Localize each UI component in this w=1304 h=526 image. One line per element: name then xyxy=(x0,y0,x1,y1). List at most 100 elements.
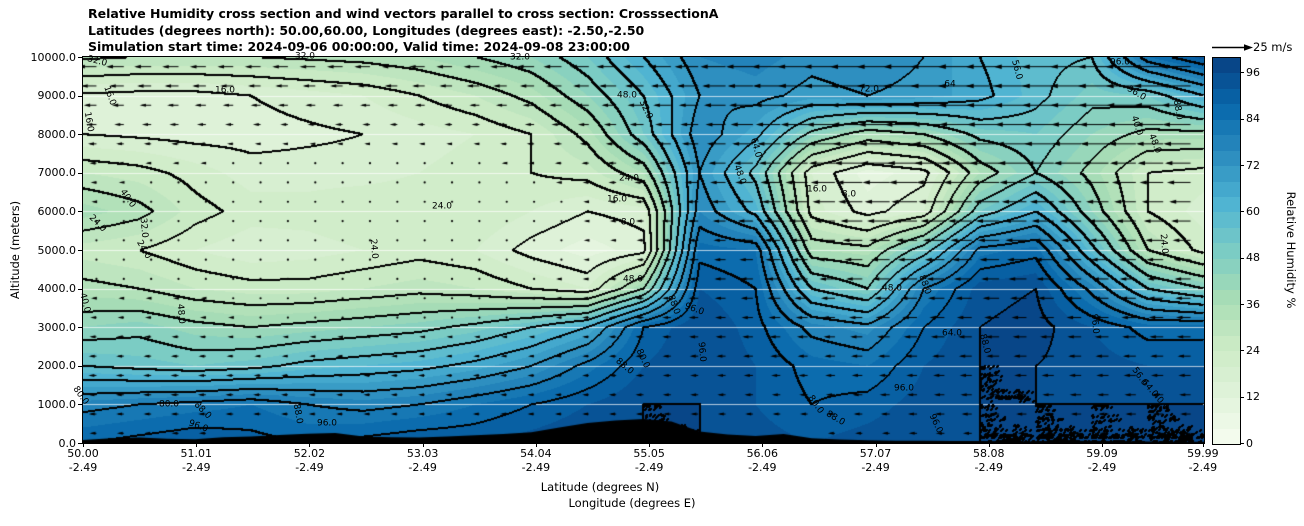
colorbar-segment xyxy=(1213,58,1240,74)
x-tick-longitude: -2.49 xyxy=(748,461,777,474)
colorbar-segment xyxy=(1213,196,1240,213)
y-tick-mark xyxy=(78,443,82,444)
colorbar-tick-label: 24 xyxy=(1246,343,1260,357)
y-tick-label: 3000.0 xyxy=(37,320,77,334)
y-tick-label: 5000.0 xyxy=(37,243,77,257)
x-tick-longitude: -2.49 xyxy=(634,461,664,474)
colorbar-segment xyxy=(1213,382,1240,398)
colorbar-segment xyxy=(1213,274,1240,290)
colorbar xyxy=(1212,57,1241,445)
y-tick-label: 6000.0 xyxy=(37,204,77,218)
x-tick-latitude: 51.01 xyxy=(180,447,212,460)
y-tick-label: 2000.0 xyxy=(37,359,77,373)
colorbar-segment xyxy=(1213,335,1240,352)
colorbar-tick-label: 12 xyxy=(1246,390,1260,404)
colorbar-segment xyxy=(1213,305,1240,321)
x-tick-latitude: 56.06 xyxy=(746,447,779,460)
x-tick-label: 52.02 -2.49 xyxy=(277,447,341,475)
x-tick-latitude: 59.99 xyxy=(1187,447,1219,460)
colorbar-tick-mark xyxy=(1240,304,1244,306)
x-tick-longitude: -2.49 xyxy=(295,461,324,474)
colorbar-segment xyxy=(1213,119,1240,136)
colorbar-segment xyxy=(1213,413,1240,429)
x-tick-mark xyxy=(196,443,198,447)
colorbar-tick-mark xyxy=(1240,443,1244,444)
x-tick-mark xyxy=(535,443,537,447)
figure-title-line1: Relative Humidity cross section and wind… xyxy=(88,6,719,21)
x-tick-latitude: 57.07 xyxy=(859,447,892,460)
y-tick-label: 1000.0 xyxy=(37,397,77,411)
colorbar-tick-label: 0 xyxy=(1246,436,1253,450)
wind-legend-label: 25 m/s xyxy=(1253,40,1293,54)
x-tick-mark xyxy=(83,443,84,447)
colorbar-tick-label: 36 xyxy=(1246,297,1260,311)
x-tick-longitude: -2.49 xyxy=(974,461,1003,474)
colorbar-tick-mark xyxy=(1240,165,1244,167)
x-tick-longitude: -2.49 xyxy=(1087,461,1117,474)
x-tick-latitude: 52.02 xyxy=(293,447,326,460)
x-axis-title-longitude: Longitude (degrees E) xyxy=(568,496,696,510)
x-tick-label: 58.08 -2.49 xyxy=(957,447,1021,475)
x-tick-mark xyxy=(875,443,877,447)
x-tick-label: 54.04 -2.49 xyxy=(504,447,568,475)
x-tick-mark xyxy=(1101,443,1103,447)
colorbar-segment xyxy=(1213,320,1240,336)
colorbar-tick-label: 60 xyxy=(1246,204,1260,218)
x-tick-label: 57.07 -2.49 xyxy=(844,447,908,475)
y-tick-mark xyxy=(78,134,82,136)
colorbar-segment xyxy=(1213,166,1240,182)
x-tick-longitude: -2.49 xyxy=(68,461,98,474)
colorbar-segment xyxy=(1213,351,1240,367)
wind-legend-arrow-icon xyxy=(1212,44,1253,51)
cross-section-plot-area xyxy=(82,56,1205,444)
colorbar-tick-mark xyxy=(1240,396,1244,398)
colorbar-segment xyxy=(1213,88,1240,105)
colorbar-tick-mark xyxy=(1240,211,1244,213)
colorbar-segment xyxy=(1213,397,1240,414)
colorbar-segment xyxy=(1213,227,1240,244)
figure-title-line3: Simulation start time: 2024-09-06 00:00:… xyxy=(88,39,630,54)
colorbar-tick-mark xyxy=(1240,118,1244,120)
x-tick-latitude: 55.05 xyxy=(633,447,665,460)
x-tick-latitude: 54.04 xyxy=(520,447,552,460)
x-tick-mark xyxy=(1202,443,1204,447)
colorbar-tick-mark xyxy=(1240,257,1244,259)
x-tick-label: 59.99 -2.49 xyxy=(1171,447,1235,475)
colorbar-segment xyxy=(1213,150,1240,167)
colorbar-segment xyxy=(1213,366,1240,383)
y-tick-mark xyxy=(78,95,82,97)
x-tick-latitude: 58.08 xyxy=(973,447,1005,460)
colorbar-tick-mark xyxy=(1240,350,1244,352)
colorbar-tick-mark xyxy=(1240,72,1244,74)
y-tick-label: 7000.0 xyxy=(37,166,77,180)
colorbar-segment xyxy=(1213,289,1240,305)
y-tick-mark xyxy=(78,404,82,406)
x-tick-label: 53.03 -2.49 xyxy=(391,447,455,475)
x-tick-label: 51.01 -2.49 xyxy=(164,447,228,475)
colorbar-label: Relative Humidity % xyxy=(1284,191,1298,309)
y-tick-mark xyxy=(78,327,82,329)
y-tick-mark xyxy=(78,365,82,367)
y-tick-label: 9000.0 xyxy=(37,89,77,103)
y-tick-label: 8000.0 xyxy=(37,127,77,141)
colorbar-segment xyxy=(1213,243,1240,259)
x-tick-latitude: 59.09 xyxy=(1086,447,1118,460)
colorbar-tick-label: 96 xyxy=(1246,65,1260,79)
x-tick-label: 59.09 -2.49 xyxy=(1070,447,1134,475)
x-tick-label: 50.00 -2.49 xyxy=(51,447,115,475)
x-tick-latitude: 50.00 xyxy=(67,447,99,460)
figure-title-block: Relative Humidity cross section and wind… xyxy=(88,6,718,56)
x-tick-label: 56.06 -2.49 xyxy=(730,447,794,475)
colorbar-segment xyxy=(1213,135,1240,151)
colorbar-segment xyxy=(1213,428,1240,444)
colorbar-segment xyxy=(1213,104,1240,120)
colorbar-segment xyxy=(1213,258,1240,275)
y-tick-label: 0.0 xyxy=(58,436,77,450)
figure-title-line2: Latitudes (degrees north): 50.00,60.00, … xyxy=(88,22,645,38)
x-tick-mark xyxy=(762,443,764,447)
y-axis-title: Altitude (meters) xyxy=(8,200,22,300)
x-tick-longitude: -2.49 xyxy=(861,461,890,474)
x-tick-mark xyxy=(988,443,990,447)
colorbar-segment xyxy=(1213,212,1240,228)
